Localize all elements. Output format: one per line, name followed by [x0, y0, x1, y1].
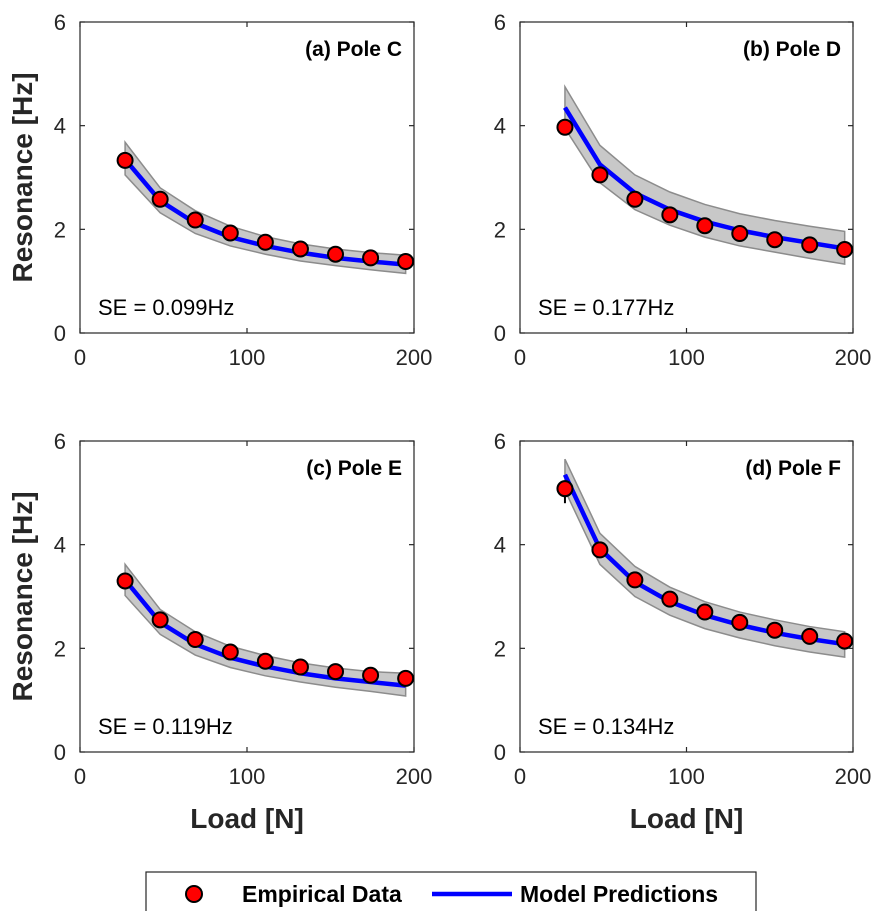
panel-title: (a) Pole C	[305, 38, 402, 61]
empirical-data-point	[766, 231, 784, 249]
y-tick-label: 4	[494, 533, 506, 558]
empirical-data-point	[397, 669, 415, 687]
empirical-data-point	[362, 666, 380, 684]
empirical-data-point	[256, 652, 274, 670]
panel-title: (d) Pole F	[745, 457, 841, 480]
empirical-data-point	[116, 151, 134, 169]
empirical-data-point	[221, 224, 239, 242]
legend-box	[145, 871, 757, 911]
y-tick-label: 4	[494, 114, 506, 139]
y-tick-label: 4	[54, 533, 66, 558]
x-tick-label: 200	[835, 764, 872, 789]
y-tick-label: 0	[54, 321, 66, 346]
legend-model-label: Model Predictions	[520, 881, 718, 907]
y-tick-label: 0	[494, 321, 506, 346]
empirical-data-point	[256, 233, 274, 251]
y-tick-label: 2	[54, 217, 66, 242]
empirical-data-point	[766, 621, 784, 639]
y-tick-label: 6	[54, 429, 66, 454]
y-axis-label: Resonance [Hz]	[7, 491, 38, 701]
x-tick-label: 200	[835, 345, 872, 370]
empirical-data-point	[626, 190, 644, 208]
empirical-data-point	[696, 603, 714, 621]
y-tick-label: 2	[494, 636, 506, 661]
y-tick-label: 0	[494, 740, 506, 765]
standard-error-annotation: SE = 0.099Hz	[98, 295, 234, 320]
empirical-data-point	[151, 611, 169, 629]
empirical-data-point	[186, 631, 204, 649]
empirical-data-point	[591, 166, 609, 184]
chart-panel-4: 0 100 200 0 2 4 6 (d) Pole F SE = 0.134Hz Load [N…	[494, 429, 872, 834]
plot-area	[519, 21, 854, 334]
empirical-data-point	[556, 118, 574, 136]
empirical-data-point	[731, 613, 749, 631]
empirical-data-point	[151, 190, 169, 208]
standard-error-annotation: SE = 0.177Hz	[538, 295, 674, 320]
empirical-data-point	[836, 632, 854, 650]
panel-title: (b) Pole D	[743, 38, 841, 61]
x-tick-label: 200	[396, 345, 433, 370]
legend: Empirical Data Model Predictions	[145, 871, 757, 911]
chart-panel-3: 0 100 200 0 2 4 6 (c) Pole E SE = 0.119Hz Resonan…	[7, 429, 432, 834]
x-axis-label: Load [N]	[630, 803, 744, 834]
empirical-data-point	[696, 217, 714, 235]
standard-error-annotation: SE = 0.119Hz	[98, 714, 233, 739]
standard-error-annotation: SE = 0.134Hz	[538, 714, 674, 739]
x-tick-label: 0	[514, 345, 526, 370]
empirical-data-point	[327, 663, 345, 681]
empirical-data-point	[291, 658, 309, 676]
empirical-data-point	[397, 252, 415, 270]
y-tick-label: 2	[54, 636, 66, 661]
legend-empirical-label: Empirical Data	[242, 881, 402, 907]
empirical-data-point	[186, 211, 204, 229]
y-tick-label: 6	[494, 429, 506, 454]
empirical-data-point	[626, 571, 644, 589]
y-tick-label: 4	[54, 114, 66, 139]
empirical-data-point	[291, 240, 309, 258]
y-tick-label: 2	[494, 217, 506, 242]
empirical-data-point	[731, 224, 749, 242]
empirical-data-point	[116, 572, 134, 590]
empirical-data-point	[362, 249, 380, 267]
empirical-data-point	[801, 236, 819, 254]
x-tick-label: 100	[229, 345, 266, 370]
empirical-data-point	[327, 245, 345, 263]
empirical-data-point	[836, 241, 854, 259]
x-tick-label: 100	[668, 764, 705, 789]
empirical-data-point	[556, 480, 574, 498]
x-tick-label: 100	[229, 764, 266, 789]
y-axis-label: Resonance [Hz]	[7, 72, 38, 282]
empirical-data-point	[661, 590, 679, 608]
x-tick-label: 200	[396, 764, 433, 789]
legend-empirical-marker	[185, 885, 203, 903]
x-tick-label: 100	[668, 345, 705, 370]
x-axis-label: Load [N]	[190, 803, 304, 834]
y-tick-label: 0	[54, 740, 66, 765]
y-tick-label: 6	[54, 10, 66, 35]
x-tick-label: 0	[74, 345, 86, 370]
chart-panel-2: 0 100 200 0 2 4 6 (b) Pole D SE = 0.177Hz	[494, 10, 872, 370]
panel-title: (c) Pole E	[306, 457, 402, 480]
empirical-data-point	[661, 206, 679, 224]
chart-panel-1: 0 100 200 0 2 4 6 (a) Pole C SE = 0.099Hz Resonan…	[7, 10, 432, 370]
y-tick-label: 6	[494, 10, 506, 35]
empirical-data-point	[801, 627, 819, 645]
x-tick-label: 0	[514, 764, 526, 789]
empirical-data-point	[591, 541, 609, 559]
x-tick-label: 0	[74, 764, 86, 789]
empirical-data-point	[221, 643, 239, 661]
